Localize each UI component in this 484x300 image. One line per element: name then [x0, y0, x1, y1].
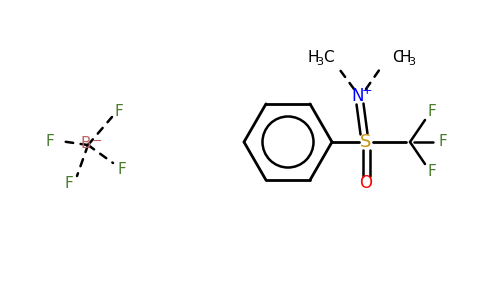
Text: F: F — [118, 161, 126, 176]
Text: F: F — [428, 104, 437, 119]
Text: 3: 3 — [408, 57, 415, 67]
Text: F: F — [65, 176, 74, 190]
Text: 3: 3 — [317, 57, 323, 67]
Text: H: H — [307, 50, 319, 65]
Text: F: F — [45, 134, 54, 148]
Text: H: H — [399, 50, 411, 65]
Text: S: S — [360, 133, 372, 151]
Text: N: N — [352, 87, 364, 105]
Text: B: B — [81, 136, 91, 152]
Text: F: F — [115, 103, 123, 118]
Text: C: C — [392, 50, 402, 65]
Text: F: F — [428, 164, 437, 179]
Text: +: + — [362, 83, 372, 97]
Text: C: C — [323, 50, 333, 65]
Text: O: O — [360, 174, 373, 192]
Text: −: − — [92, 134, 102, 148]
Text: F: F — [439, 134, 447, 149]
